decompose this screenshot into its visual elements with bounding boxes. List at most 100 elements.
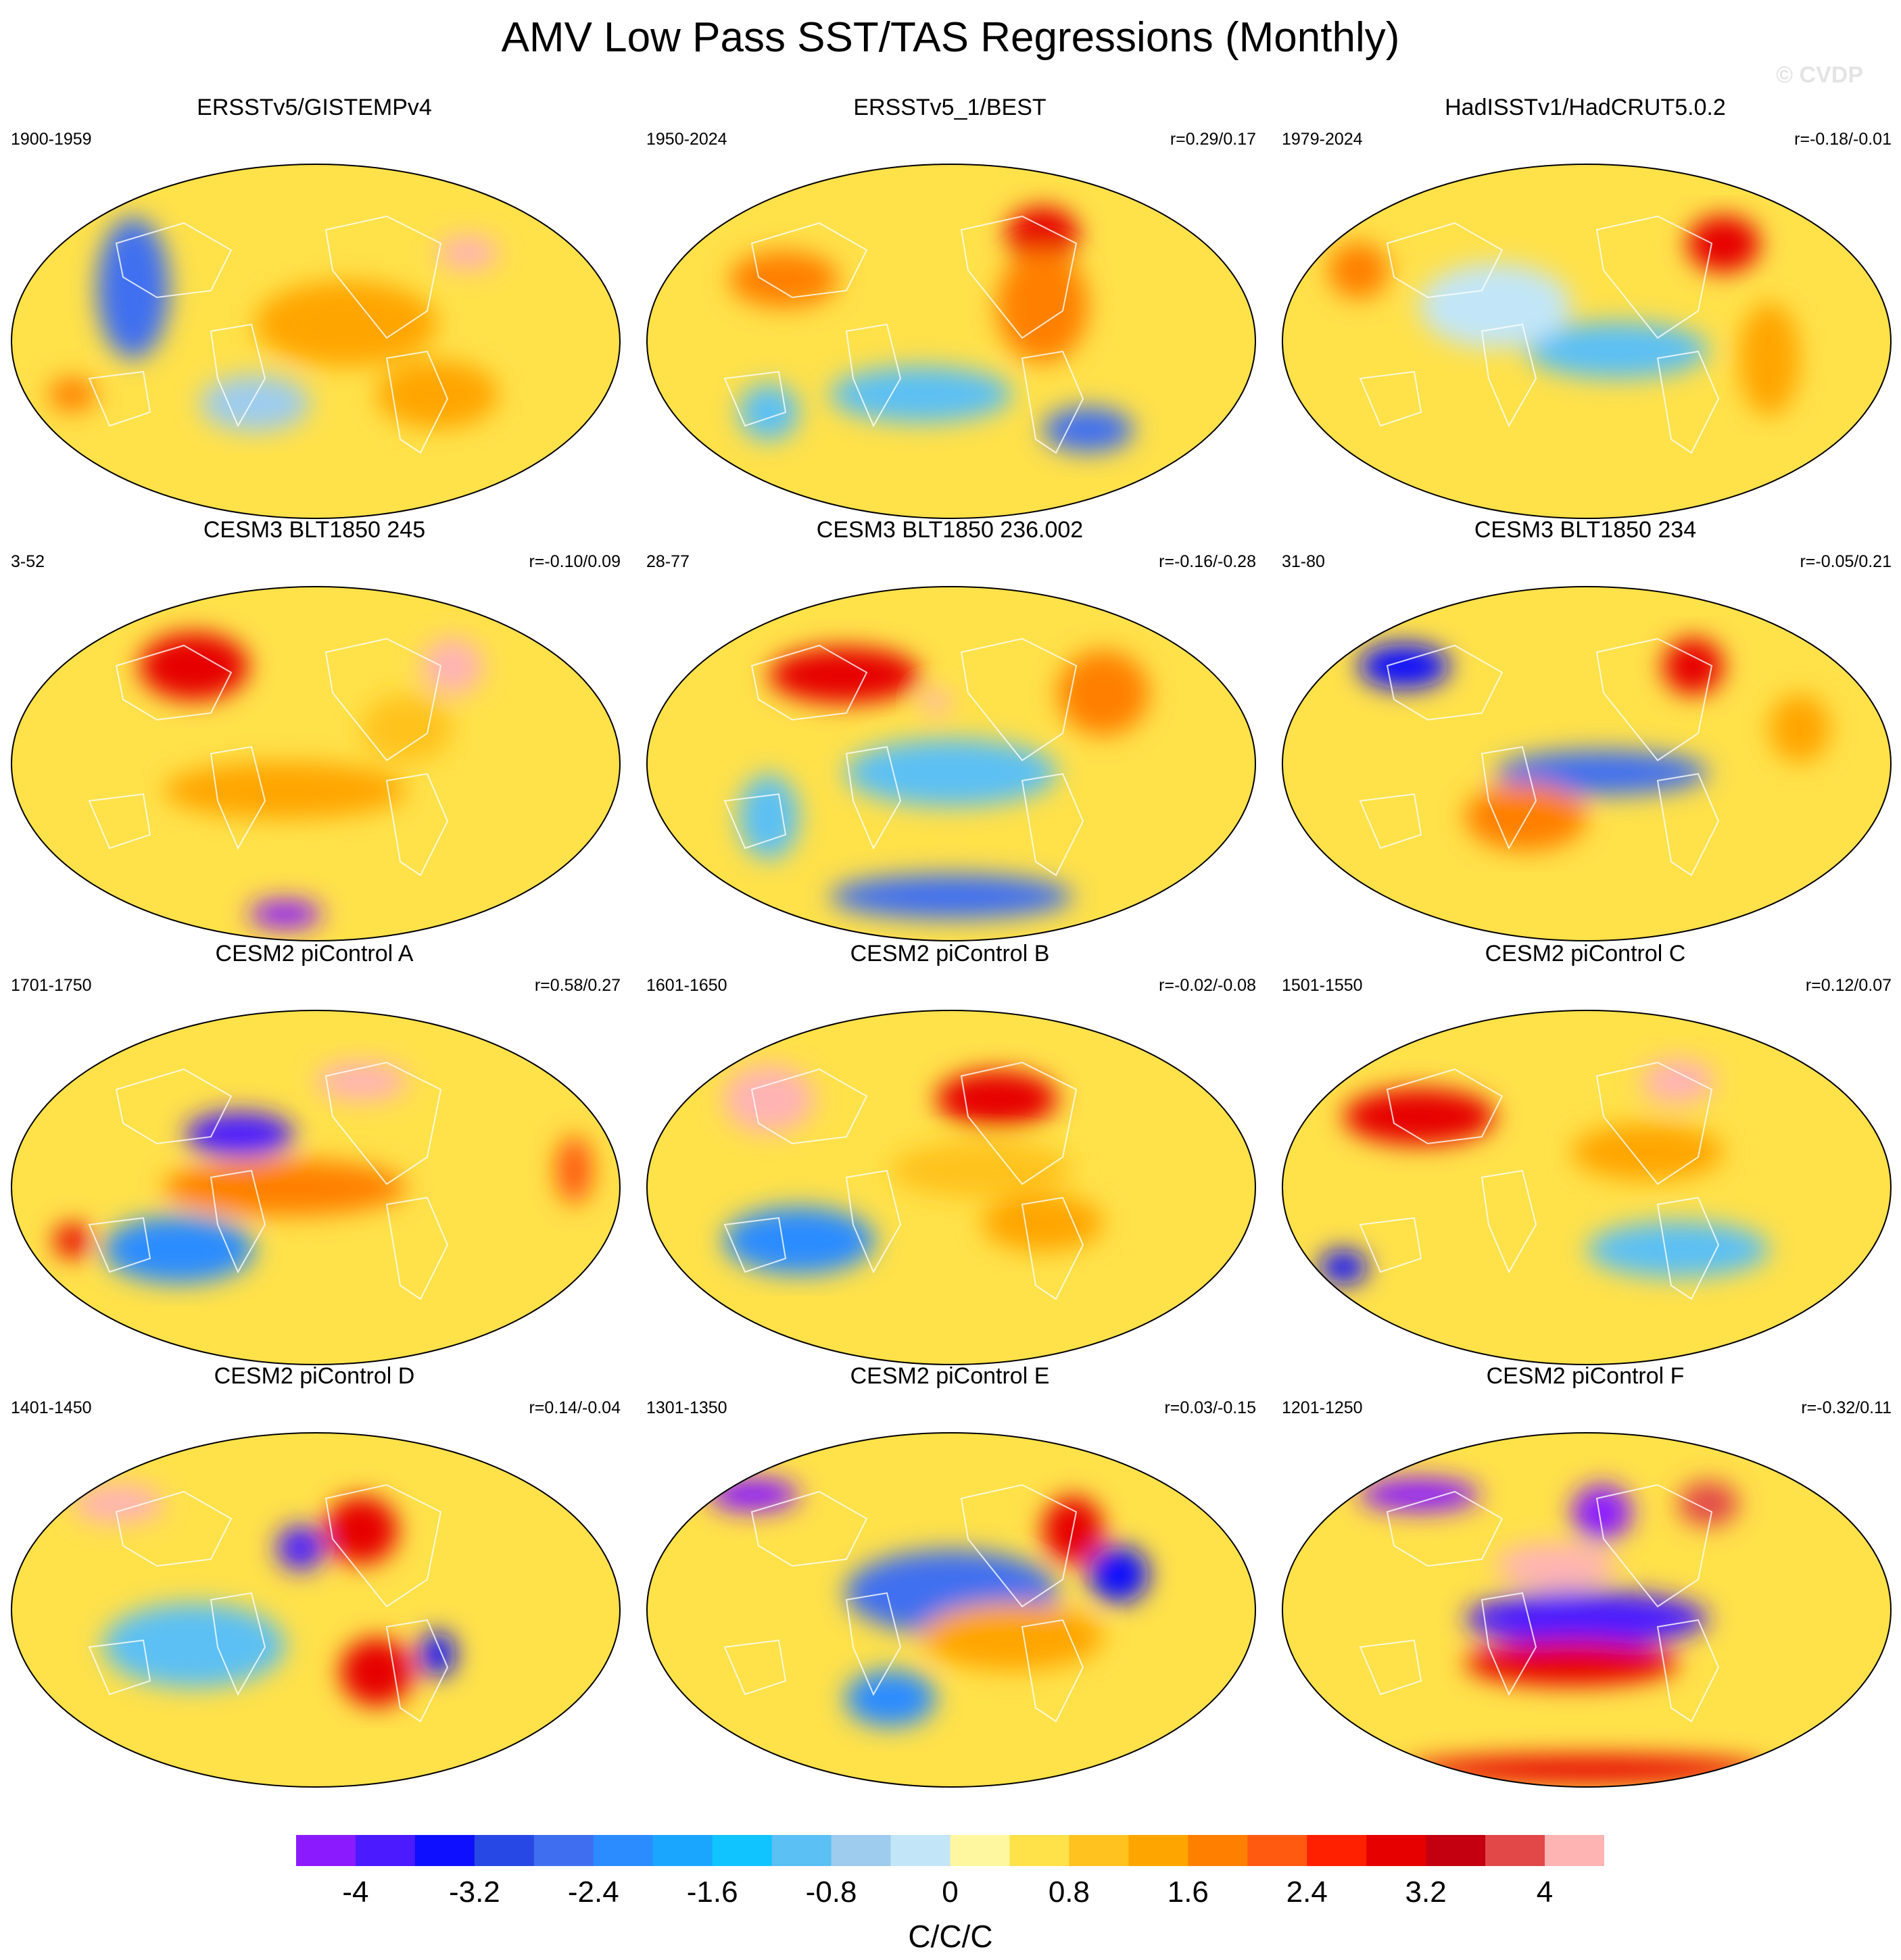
colorbar-swatch [1545, 1835, 1604, 1866]
panel-title: CESM2 piControl A [215, 941, 414, 966]
panel-years: 1501-1550 [1282, 976, 1363, 995]
panel-years: 28-77 [646, 552, 690, 571]
panel-correlation: r=0.03/-0.15 [1164, 1398, 1256, 1417]
panel-title: CESM3 BLT1850 236.002 [816, 517, 1084, 543]
anomaly-region [738, 383, 799, 441]
colorbar-tick-label: -3.2 [448, 1876, 500, 1909]
panel-correlation: r=0.58/0.27 [534, 976, 621, 995]
map-panel: CESM3 BLT1850 234 31-80 r=-0.05/0.21 [1271, 517, 1900, 943]
coastline [1656, 773, 1720, 877]
map-svg [1282, 586, 1892, 941]
map-border [646, 586, 1256, 941]
map-panel: CESM3 BLT1850 245 3-52 r=-0.10/0.09 [0, 517, 629, 943]
colorbar-swatch [1366, 1835, 1426, 1866]
panel-years: 1601-1650 [646, 976, 727, 995]
panel-years: 1201-1250 [1282, 1398, 1363, 1417]
anomaly-region [738, 774, 799, 860]
colorbar-swatch [771, 1835, 832, 1866]
panel-years: 1401-1450 [11, 1398, 92, 1417]
anomaly-region [1571, 1484, 1633, 1541]
anomaly-region [324, 1496, 398, 1565]
coastline [723, 370, 787, 427]
anomaly-region [921, 690, 951, 714]
anomaly-region [1319, 1250, 1368, 1285]
colorbar [296, 1835, 1604, 1866]
coastline [1386, 644, 1503, 721]
anomaly-region [316, 1061, 407, 1102]
panel-title: ERSSTv5_1/BEST [853, 95, 1046, 120]
coastline [1481, 1169, 1537, 1274]
colorbar-tick-label: -2.4 [567, 1876, 619, 1909]
regression-map [1279, 1424, 1894, 1789]
map-border [1282, 164, 1892, 519]
panel-title: CESM2 piControl D [214, 1363, 415, 1389]
coastline [845, 1169, 902, 1274]
map-border [646, 1432, 1256, 1788]
map-border [646, 164, 1256, 519]
colorbar-swatch [890, 1835, 950, 1866]
coastline [1656, 1196, 1720, 1300]
coastline [723, 793, 787, 850]
anomaly-region [185, 1111, 295, 1157]
coastline [960, 215, 1078, 339]
anomaly-region [556, 1135, 593, 1204]
colorbar-swatch [474, 1835, 535, 1866]
map-panel: CESM2 piControl A 1701-1750 r=0.58/0.27 [0, 941, 629, 1367]
coastline [750, 1490, 868, 1567]
anomaly-region [921, 1602, 1103, 1671]
colorbar-tick-label: 4 [1536, 1876, 1554, 1909]
colorbar-tick-label: 0.8 [1048, 1876, 1090, 1909]
regression-map [644, 578, 1259, 943]
anomaly-region [200, 374, 310, 432]
coastline [324, 215, 442, 339]
map-panel: CESM2 piControl D 1401-1450 r=0.14/-0.04 [0, 1363, 629, 1789]
coastline [1481, 745, 1537, 850]
map-svg [11, 586, 621, 941]
regression-map [1279, 578, 1894, 943]
anomaly-region [1495, 750, 1708, 795]
coastline [115, 222, 233, 299]
coastline [1656, 350, 1720, 454]
coastline [723, 1639, 787, 1696]
coastline [1021, 1196, 1084, 1300]
coastline [88, 1217, 151, 1273]
anomaly-region [103, 1602, 285, 1688]
anomaly-region [103, 1215, 255, 1284]
coastline [1359, 370, 1422, 427]
map-border [11, 164, 621, 519]
panel-title: CESM2 piControl B [850, 941, 1050, 966]
colorbar-swatches [296, 1835, 1604, 1866]
anomaly-region [844, 1670, 936, 1727]
map-background [647, 164, 1255, 518]
anomaly-region [829, 873, 1073, 920]
coastline [385, 1619, 449, 1723]
coastline [1595, 637, 1713, 762]
anomaly-region [97, 217, 170, 360]
regression-map [1279, 155, 1894, 520]
panel-correlation: r=-0.05/0.21 [1800, 552, 1892, 571]
colorbar-swatch [950, 1835, 1010, 1866]
map-svg [1282, 1432, 1892, 1788]
regression-map [644, 155, 1259, 520]
anomaly-region [829, 366, 1012, 423]
colorbar-units: C/C/C [908, 1919, 993, 1954]
panel-title: HadISSTv1/HadCRUT5.0.2 [1445, 95, 1726, 120]
map-svg [646, 586, 1256, 941]
map-svg [11, 1010, 621, 1365]
anomaly-region [1006, 206, 1079, 264]
anomaly-region [723, 1206, 875, 1275]
coastline [1359, 1217, 1422, 1273]
panel-title: ERSSTv5/GISTEMPv4 [197, 95, 432, 120]
colorbar-tick-label: -0.8 [805, 1876, 857, 1909]
anomaly-region [1419, 263, 1572, 349]
coastline [1481, 1592, 1537, 1696]
colorbar-swatch [1485, 1835, 1545, 1866]
coastline [88, 370, 151, 427]
anomaly-region [437, 235, 498, 270]
panel-correlation: r=0.29/0.17 [1170, 130, 1256, 149]
colorbar-swatch [1307, 1835, 1367, 1866]
coastline [960, 637, 1078, 762]
map-panel: CESM3 BLT1850 236.002 28-77 r=-0.16/-0.28 [635, 517, 1264, 943]
regression-map [8, 578, 623, 943]
panel-title: CESM2 piControl C [1485, 941, 1686, 966]
